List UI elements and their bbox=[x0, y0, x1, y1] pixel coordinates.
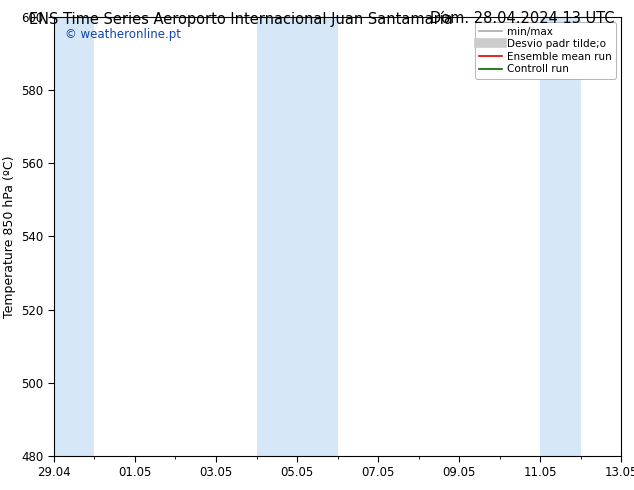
Bar bbox=[540, 17, 581, 456]
Y-axis label: Temperature 850 hPa (ºC): Temperature 850 hPa (ºC) bbox=[3, 155, 16, 318]
Bar bbox=[54, 17, 94, 456]
Text: Dom. 28.04.2024 13 UTC: Dom. 28.04.2024 13 UTC bbox=[430, 11, 615, 26]
Legend: min/max, Desvio padr tilde;o, Ensemble mean run, Controll run: min/max, Desvio padr tilde;o, Ensemble m… bbox=[475, 23, 616, 78]
Bar bbox=[257, 17, 337, 456]
Text: © weatheronline.pt: © weatheronline.pt bbox=[65, 28, 181, 41]
Text: ENS Time Series Aeroporto Internacional Juan Santamaría: ENS Time Series Aeroporto Internacional … bbox=[29, 11, 453, 27]
